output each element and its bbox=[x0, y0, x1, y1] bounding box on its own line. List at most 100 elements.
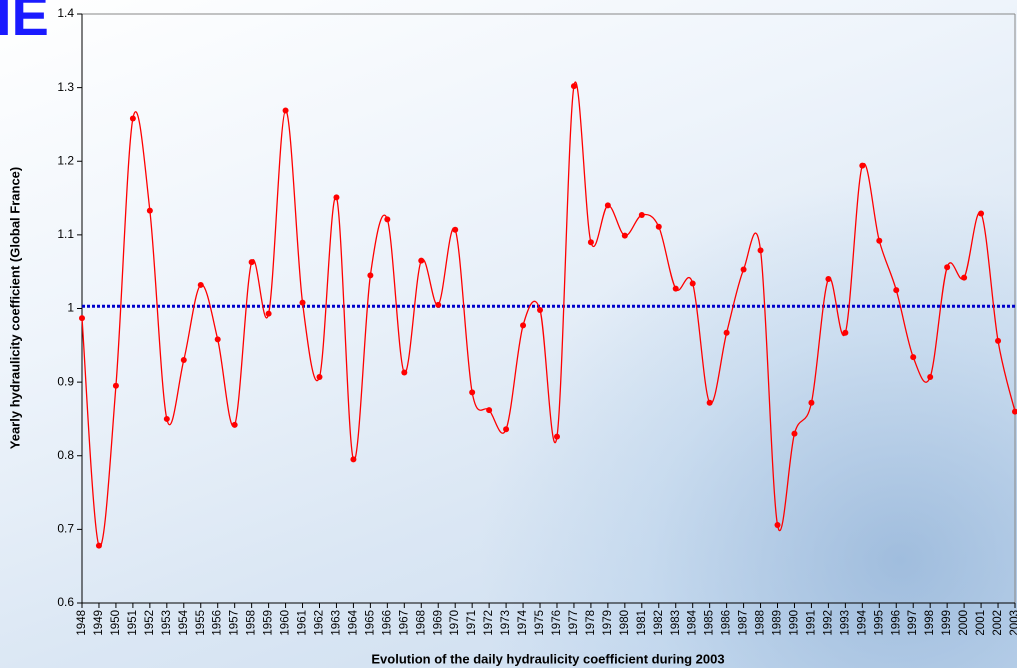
x-tick-label: 1975 bbox=[534, 610, 546, 636]
x-tick-label: 2000 bbox=[958, 610, 970, 636]
x-tick-label: 1967 bbox=[398, 610, 410, 636]
x-tick-label: 1965 bbox=[364, 610, 376, 636]
x-tick-label: 1998 bbox=[924, 610, 936, 636]
data-point bbox=[673, 286, 679, 292]
data-point bbox=[554, 434, 560, 440]
data-point bbox=[350, 456, 356, 462]
x-tick-label: 1983 bbox=[670, 610, 682, 636]
x-tick-label: 1992 bbox=[822, 610, 834, 636]
x-tick-label: 1961 bbox=[297, 610, 309, 636]
data-point bbox=[961, 275, 967, 281]
x-tick-label: 1968 bbox=[415, 610, 427, 636]
x-tick-label: 1962 bbox=[314, 610, 326, 636]
x-tick-label: 1973 bbox=[500, 610, 512, 636]
y-tick-label: 0.8 bbox=[57, 448, 74, 462]
x-tick-label: 1966 bbox=[381, 610, 393, 636]
x-tick-label: 1972 bbox=[483, 610, 495, 636]
y-tick-label: 1.1 bbox=[57, 227, 74, 241]
x-tick-label: 1981 bbox=[636, 610, 648, 636]
x-tick-label: 1978 bbox=[585, 610, 597, 636]
data-point bbox=[300, 300, 306, 306]
x-tick-label: 1979 bbox=[602, 610, 614, 636]
data-point bbox=[113, 383, 119, 389]
x-tick-label: 1999 bbox=[941, 610, 953, 636]
data-point bbox=[401, 370, 407, 376]
x-tick-label: 1985 bbox=[704, 610, 716, 636]
data-point bbox=[707, 400, 713, 406]
chart: IE Evolution of the daily hydraulicity c… bbox=[0, 0, 1017, 668]
data-point bbox=[283, 107, 289, 113]
x-tick-label: 1982 bbox=[653, 610, 665, 636]
data-point bbox=[181, 357, 187, 363]
data-point bbox=[571, 83, 577, 89]
data-point bbox=[486, 407, 492, 413]
data-point bbox=[741, 266, 747, 272]
x-tick-label: 1955 bbox=[195, 610, 207, 636]
x-tick-label: 1971 bbox=[466, 610, 478, 636]
data-point bbox=[452, 227, 458, 233]
y-tick-label: 1.2 bbox=[57, 153, 74, 167]
data-point bbox=[198, 282, 204, 288]
x-tick-label: 1964 bbox=[347, 609, 359, 635]
x-tick-label: 1958 bbox=[246, 610, 258, 636]
x-tick-label: 1976 bbox=[551, 610, 563, 636]
data-point bbox=[130, 116, 136, 122]
data-point bbox=[147, 208, 153, 214]
x-tick-label: 2003 bbox=[1009, 610, 1017, 636]
x-tick-label: 1987 bbox=[738, 610, 750, 636]
data-point bbox=[995, 338, 1001, 344]
x-tick-label: 1957 bbox=[229, 610, 241, 636]
x-tick-label: 1969 bbox=[432, 610, 444, 636]
data-point bbox=[435, 302, 441, 308]
data-point bbox=[605, 202, 611, 208]
x-axis-title: Evolution of the daily hydraulicity coef… bbox=[371, 651, 724, 666]
x-tick-label: 2001 bbox=[975, 610, 987, 636]
data-point bbox=[367, 272, 373, 278]
x-tick-label: 1991 bbox=[805, 610, 817, 636]
x-tick-label: 1950 bbox=[110, 610, 122, 636]
data-point bbox=[758, 247, 764, 253]
data-point bbox=[215, 336, 221, 342]
data-point bbox=[791, 431, 797, 437]
data-point bbox=[249, 259, 255, 265]
data-point bbox=[537, 307, 543, 313]
data-point bbox=[503, 426, 509, 432]
y-tick-label: 0.6 bbox=[57, 595, 74, 609]
x-tick-label: 1990 bbox=[789, 610, 801, 636]
x-tick-label: 1959 bbox=[263, 610, 275, 636]
x-tick-label: 1956 bbox=[212, 610, 224, 636]
x-tick-label: 1953 bbox=[161, 610, 173, 636]
watermark: IE bbox=[0, 0, 49, 47]
data-point bbox=[316, 374, 322, 380]
y-tick-label: 0.7 bbox=[57, 522, 74, 536]
x-tick-label: 1963 bbox=[330, 610, 342, 636]
x-tick-label: 1948 bbox=[76, 610, 88, 636]
data-point bbox=[1012, 409, 1017, 415]
data-point bbox=[893, 287, 899, 293]
x-tick-label: 1997 bbox=[907, 610, 919, 636]
data-point bbox=[588, 239, 594, 245]
data-point bbox=[944, 264, 950, 270]
data-point bbox=[690, 280, 696, 286]
y-tick-label: 0.9 bbox=[57, 374, 74, 388]
x-tick-label: 1986 bbox=[721, 610, 733, 636]
x-tick-label: 1996 bbox=[890, 610, 902, 636]
y-axis-title: Yearly hydraulicity coefficient (Global … bbox=[7, 167, 22, 449]
data-point bbox=[79, 315, 85, 321]
x-tick-label: 1951 bbox=[127, 610, 139, 636]
x-tick-label: 1974 bbox=[517, 609, 529, 635]
x-tick-label: 1988 bbox=[755, 610, 767, 636]
data-point bbox=[333, 194, 339, 200]
data-point bbox=[910, 354, 916, 360]
data-point bbox=[859, 163, 865, 169]
x-tick-label: 1977 bbox=[568, 610, 580, 636]
data-point bbox=[639, 212, 645, 218]
data-point bbox=[808, 400, 814, 406]
data-point bbox=[520, 322, 526, 328]
data-point bbox=[842, 330, 848, 336]
y-tick-label: 1 bbox=[67, 301, 74, 315]
y-tick-label: 1.3 bbox=[57, 80, 74, 94]
data-point bbox=[978, 211, 984, 217]
data-point bbox=[266, 311, 272, 317]
x-tick-label: 2002 bbox=[992, 610, 1004, 636]
